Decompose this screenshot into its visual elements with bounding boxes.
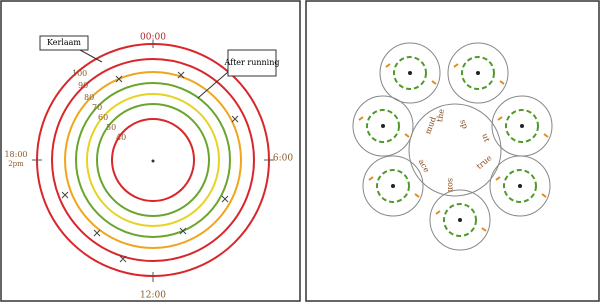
inner-word: son	[446, 178, 455, 192]
pod-dot	[476, 71, 480, 75]
time-label: 00:00	[140, 33, 166, 43]
panel-frame	[306, 1, 599, 301]
ring-label: 90	[78, 81, 88, 90]
left-panel: 00:00 6:00 12:00 18:00 2pm Kerlaam After…	[1, 1, 300, 301]
time-label: 2pm	[8, 160, 24, 168]
pod-dot	[458, 218, 462, 222]
ring-label: 60	[98, 113, 108, 122]
ring-label: 50	[106, 123, 116, 132]
screenshot: 00:00 6:00 12:00 18:00 2pm Kerlaam After…	[0, 0, 600, 303]
pod-dot	[391, 184, 395, 188]
time-label: 12:00	[140, 291, 166, 301]
pod-dot	[381, 124, 385, 128]
callout-text: Kerlaam	[47, 38, 81, 47]
pod-dot	[408, 71, 412, 75]
pod-dot	[520, 124, 524, 128]
center-dot	[152, 160, 155, 163]
time-label: 18:00	[4, 150, 27, 159]
callout-text: After running	[223, 58, 279, 67]
right-panel: mud the sp ut true son ace	[306, 1, 599, 301]
ring-label: 70	[92, 103, 102, 112]
ring-label: 100	[72, 69, 87, 78]
pod-dot	[518, 184, 522, 188]
ring-label: 40	[116, 133, 126, 142]
time-label: 6:00	[273, 154, 293, 164]
ring-label: 80	[84, 93, 94, 102]
